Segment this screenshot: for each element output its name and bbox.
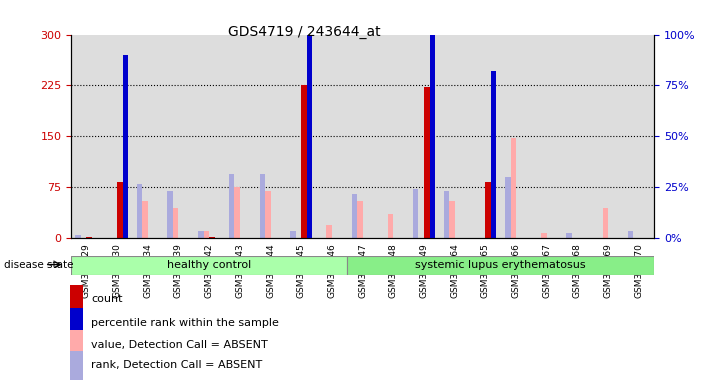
Bar xyxy=(142,201,148,238)
Bar xyxy=(75,235,81,238)
Bar xyxy=(486,182,491,238)
Bar xyxy=(326,225,332,238)
Bar xyxy=(505,177,510,238)
Bar xyxy=(491,71,496,238)
Bar xyxy=(265,190,271,238)
Bar xyxy=(290,231,296,238)
Bar xyxy=(449,201,454,238)
Bar xyxy=(301,86,306,238)
Bar xyxy=(168,190,173,238)
Bar xyxy=(602,207,608,238)
Bar xyxy=(123,55,128,238)
Bar xyxy=(306,0,312,238)
Bar xyxy=(117,182,123,238)
Bar xyxy=(628,231,634,238)
Text: value, Detection Call = ABSENT: value, Detection Call = ABSENT xyxy=(91,340,268,350)
Bar xyxy=(541,233,547,238)
Text: GDS4719 / 243644_at: GDS4719 / 243644_at xyxy=(228,25,380,39)
Bar xyxy=(70,285,83,314)
Bar xyxy=(87,237,92,238)
Bar xyxy=(357,201,363,238)
Bar xyxy=(229,174,235,238)
Bar xyxy=(209,237,215,238)
Text: percentile rank within the sample: percentile rank within the sample xyxy=(91,318,279,328)
Bar xyxy=(70,308,83,338)
Bar xyxy=(173,207,178,238)
Text: systemic lupus erythematosus: systemic lupus erythematosus xyxy=(415,260,586,270)
Bar xyxy=(260,174,265,238)
Text: disease state: disease state xyxy=(4,260,73,270)
Bar xyxy=(235,187,240,238)
Bar xyxy=(70,330,83,360)
Bar xyxy=(71,256,347,275)
Text: count: count xyxy=(91,295,123,305)
Bar xyxy=(429,0,435,238)
Bar xyxy=(137,184,142,238)
Bar xyxy=(203,231,209,238)
Bar xyxy=(510,138,516,238)
Bar xyxy=(198,231,203,238)
Bar xyxy=(387,214,393,238)
Bar xyxy=(424,88,429,238)
Bar xyxy=(351,194,357,238)
Text: rank, Detection Call = ABSENT: rank, Detection Call = ABSENT xyxy=(91,360,262,371)
Bar xyxy=(567,233,572,238)
Bar xyxy=(347,256,654,275)
Text: healthy control: healthy control xyxy=(167,260,251,270)
Bar xyxy=(413,189,419,238)
Bar xyxy=(444,190,449,238)
Bar xyxy=(70,351,83,380)
